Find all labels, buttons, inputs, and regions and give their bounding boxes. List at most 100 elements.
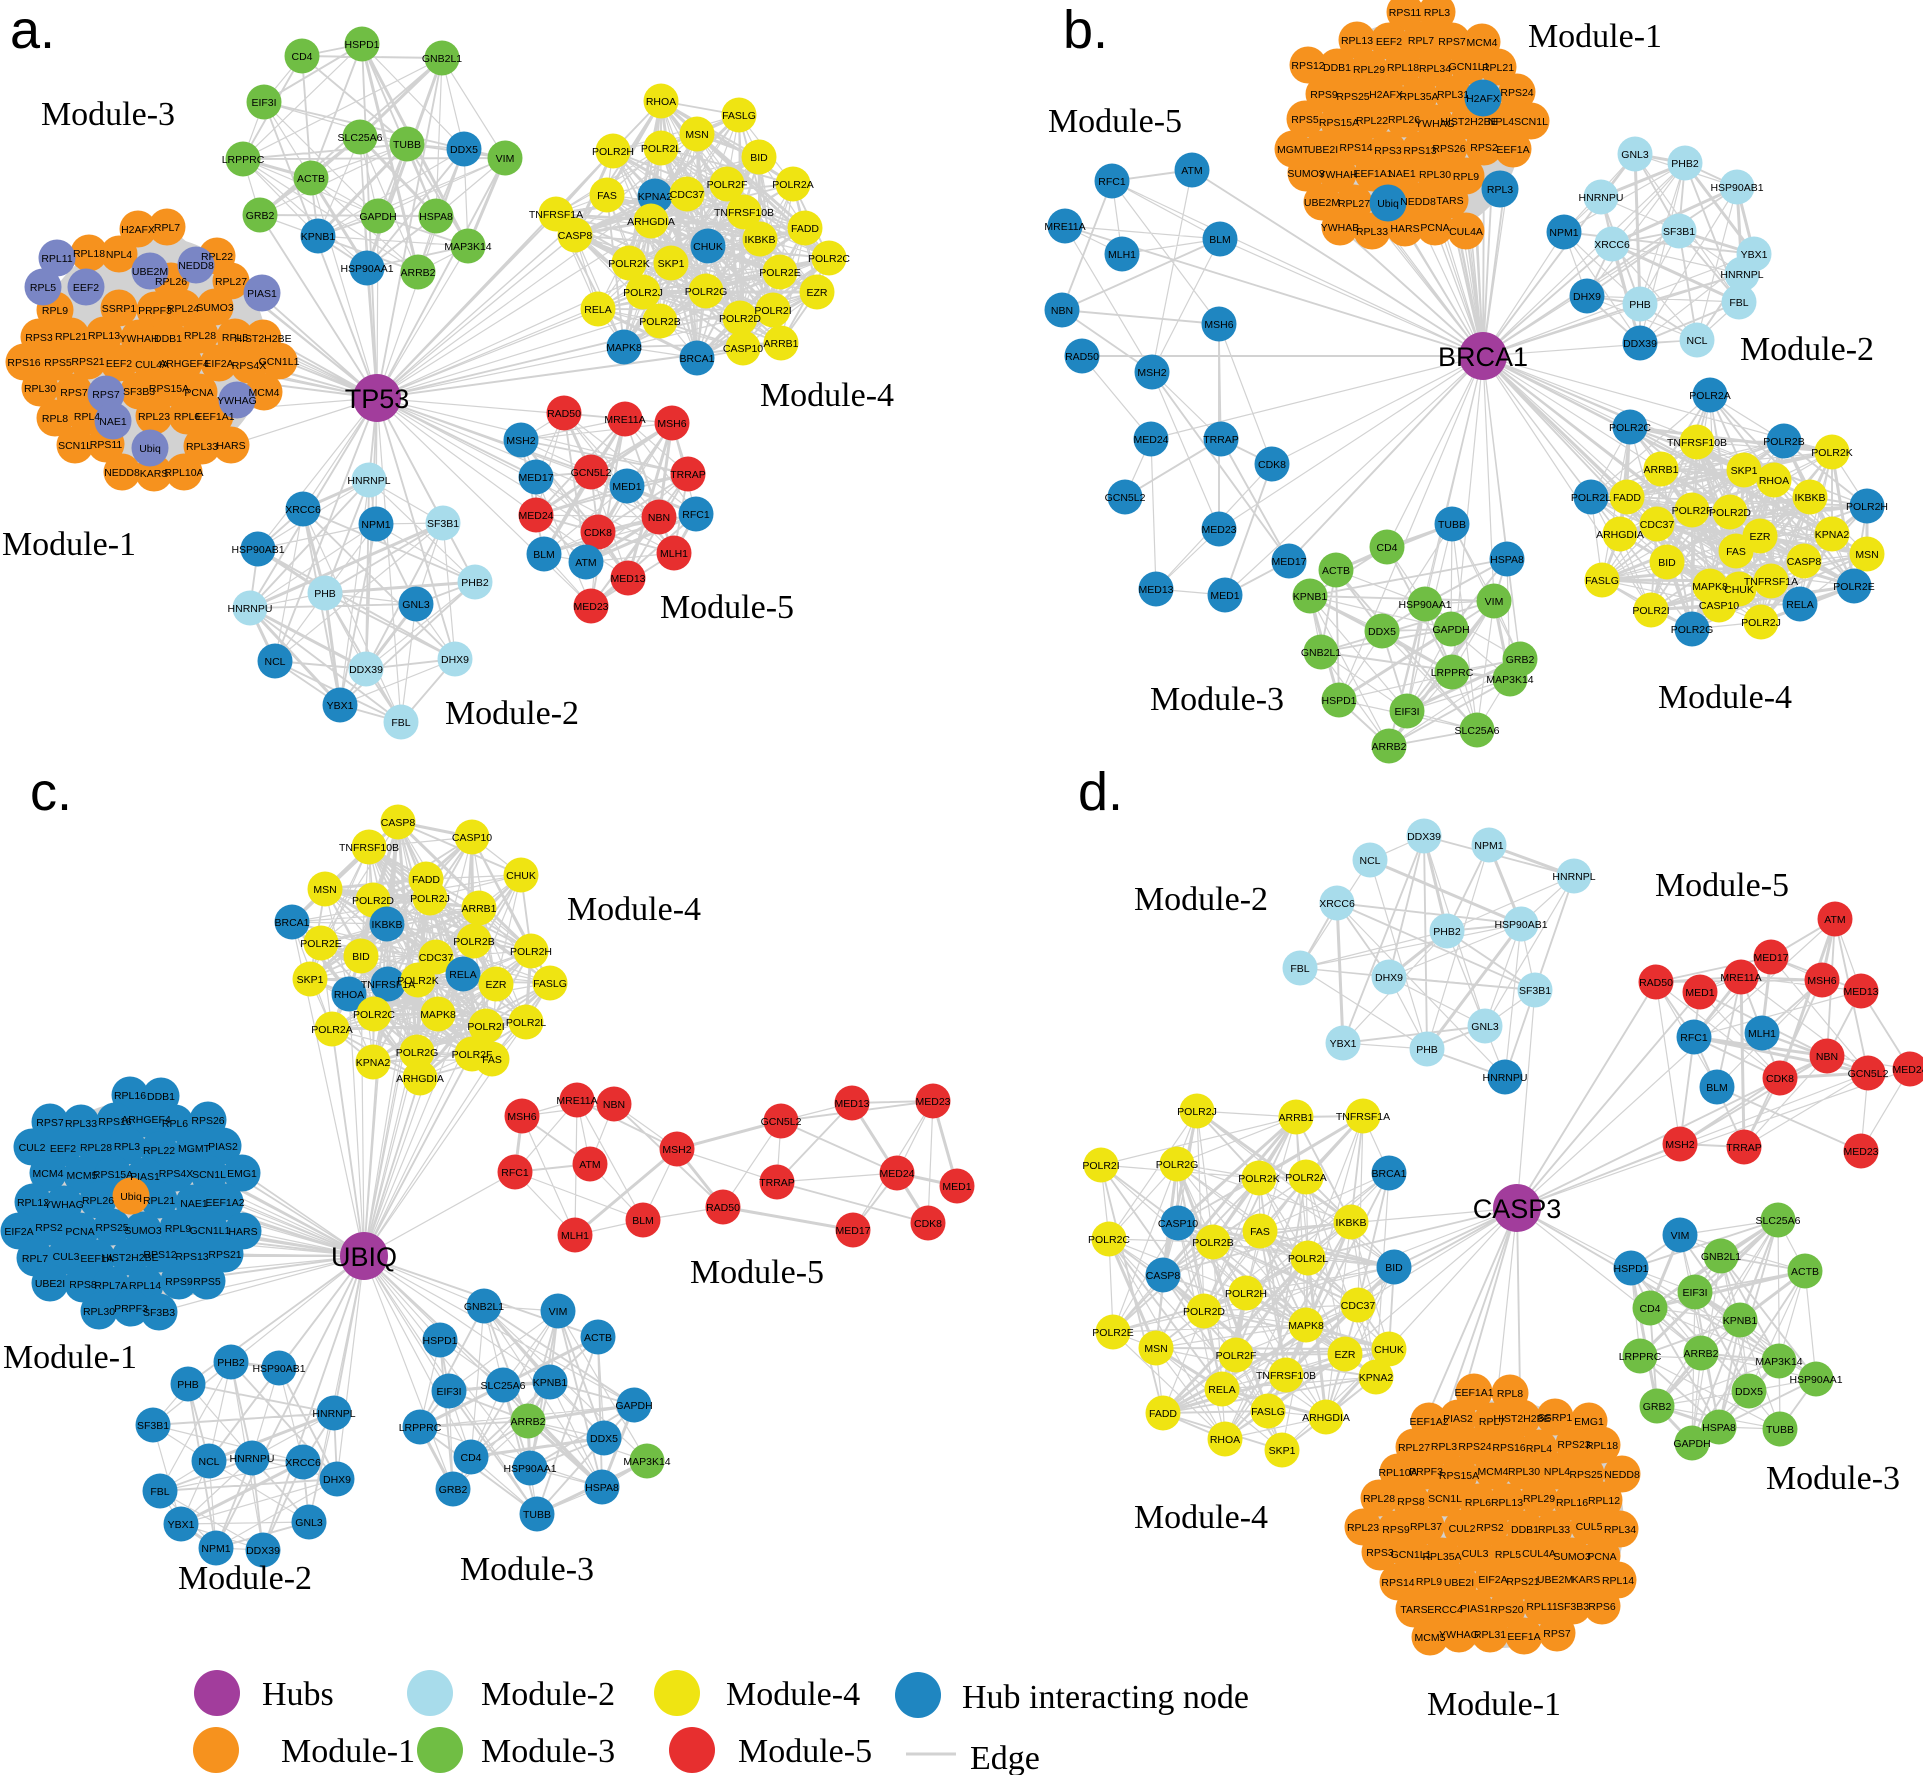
svg-text:EEF2: EEF2	[1376, 36, 1402, 48]
svg-text:RPS2: RPS2	[1470, 142, 1498, 154]
svg-text:EIF3I: EIF3I	[1682, 1287, 1707, 1299]
svg-text:ARHGDIA: ARHGDIA	[1302, 1412, 1350, 1424]
svg-text:RPL33: RPL33	[1356, 226, 1388, 238]
svg-text:FADD: FADD	[1149, 1408, 1177, 1420]
svg-text:MSH2: MSH2	[506, 435, 535, 447]
svg-text:HSPA8: HSPA8	[1490, 554, 1524, 566]
svg-text:CASP10: CASP10	[452, 832, 492, 844]
svg-text:HSPA8: HSPA8	[419, 211, 453, 223]
svg-text:MED1: MED1	[1685, 987, 1714, 999]
svg-text:PIAS1: PIAS1	[130, 1171, 160, 1183]
svg-text:DDX5: DDX5	[450, 144, 478, 156]
svg-text:POLR2G: POLR2G	[685, 286, 728, 298]
svg-text:RPL13: RPL13	[1341, 35, 1373, 47]
svg-text:TNFRSF10B: TNFRSF10B	[714, 207, 774, 219]
svg-text:ARHGDIA: ARHGDIA	[396, 1073, 444, 1085]
svg-text:RPL3: RPL3	[1424, 7, 1450, 19]
svg-text:Module-5: Module-5	[1655, 867, 1789, 904]
svg-text:EEF1A2: EEF1A2	[205, 1197, 244, 1209]
svg-text:DDB1: DDB1	[147, 1091, 175, 1103]
svg-text:KPNB1: KPNB1	[533, 1377, 568, 1389]
svg-text:GCN5L2: GCN5L2	[1105, 492, 1146, 504]
svg-text:POLR2J: POLR2J	[1741, 617, 1781, 629]
svg-text:PIAS1: PIAS1	[1460, 1603, 1490, 1615]
svg-text:DDX39: DDX39	[1623, 338, 1657, 350]
svg-text:MSN: MSN	[313, 884, 336, 896]
svg-text:HNRNPL: HNRNPL	[1552, 871, 1595, 883]
svg-text:Module-5: Module-5	[738, 1733, 872, 1770]
svg-text:DDB1: DDB1	[154, 333, 182, 345]
svg-text:FASLG: FASLG	[1585, 575, 1619, 587]
svg-text:POLR2F: POLR2F	[1216, 1350, 1257, 1362]
svg-text:HNRNPU: HNRNPU	[230, 1453, 275, 1465]
svg-text:SCN1L: SCN1L	[192, 1169, 226, 1181]
svg-text:RPL7: RPL7	[154, 222, 180, 234]
svg-text:RPS15A: RPS15A	[1319, 117, 1359, 129]
svg-text:Module-3: Module-3	[1766, 1460, 1900, 1497]
svg-text:TRRAP: TRRAP	[670, 469, 706, 481]
svg-text:CD4: CD4	[291, 51, 312, 63]
svg-text:YWHAG: YWHAG	[217, 395, 257, 407]
svg-text:HNRNPU: HNRNPU	[1483, 1072, 1528, 1084]
svg-text:NPM1: NPM1	[1474, 840, 1503, 852]
svg-text:UBE2M: UBE2M	[132, 266, 168, 278]
svg-text:KPNA2: KPNA2	[1359, 1372, 1394, 1384]
svg-text:HSP90AA1: HSP90AA1	[340, 263, 393, 275]
svg-text:MED23: MED23	[1201, 524, 1236, 536]
svg-text:POLR2L: POLR2L	[506, 1017, 546, 1029]
svg-text:NCL: NCL	[198, 1456, 219, 1468]
svg-text:POLR2K: POLR2K	[608, 258, 649, 270]
svg-text:DDX5: DDX5	[1735, 1386, 1763, 1398]
svg-text:NEDD8: NEDD8	[1604, 1469, 1640, 1481]
svg-text:POLR2H: POLR2H	[592, 146, 634, 158]
svg-text:MCM4: MCM4	[1467, 37, 1498, 49]
svg-text:MED13: MED13	[1843, 986, 1878, 998]
svg-text:POLR2J: POLR2J	[410, 893, 450, 905]
svg-text:RPL5: RPL5	[1495, 1549, 1521, 1561]
svg-text:GNB2L1: GNB2L1	[422, 53, 462, 65]
svg-text:TNFRSF1A: TNFRSF1A	[1336, 1111, 1390, 1123]
svg-text:HSP90AA1: HSP90AA1	[503, 1463, 556, 1475]
svg-text:FBL: FBL	[1729, 297, 1748, 309]
svg-text:EEF2: EEF2	[73, 282, 99, 294]
svg-text:FBL: FBL	[391, 717, 410, 729]
svg-text:RPL6: RPL6	[162, 1118, 188, 1130]
svg-text:POLR2L: POLR2L	[1571, 492, 1611, 504]
svg-text:KPNB1: KPNB1	[301, 231, 336, 243]
svg-text:MLH1: MLH1	[1748, 1028, 1776, 1040]
svg-text:CDC37: CDC37	[670, 189, 705, 201]
svg-text:RPL31: RPL31	[1437, 89, 1469, 101]
svg-text:RPS15A: RPS15A	[93, 1169, 133, 1181]
svg-text:MED17: MED17	[1753, 952, 1788, 964]
svg-text:YBX1: YBX1	[168, 1519, 195, 1531]
svg-text:CD4: CD4	[1639, 1303, 1660, 1315]
svg-text:RPS4X: RPS4X	[159, 1168, 193, 1180]
svg-text:RPL5: RPL5	[30, 282, 56, 294]
svg-text:BRCA1: BRCA1	[679, 353, 714, 365]
svg-text:KARS: KARS	[1572, 1574, 1601, 1586]
svg-text:RPL33: RPL33	[186, 441, 218, 453]
svg-text:YWHAH: YWHAH	[119, 333, 158, 345]
svg-text:DHX9: DHX9	[323, 1474, 351, 1486]
svg-text:POLR2B: POLR2B	[1763, 436, 1804, 448]
svg-text:MGMT: MGMT	[1277, 144, 1310, 156]
svg-text:POLR2C: POLR2C	[353, 1009, 395, 1021]
svg-text:CASP8: CASP8	[558, 230, 593, 242]
svg-text:NPL4: NPL4	[1544, 1466, 1570, 1478]
svg-text:BLM: BLM	[1209, 234, 1231, 246]
svg-text:a.: a.	[10, 0, 55, 60]
svg-text:SLC25A6: SLC25A6	[481, 1380, 526, 1392]
svg-text:ACTB: ACTB	[1791, 1266, 1819, 1278]
svg-text:POLR2B: POLR2B	[639, 316, 680, 328]
svg-text:RPL11: RPL11	[1526, 1601, 1557, 1613]
svg-text:CDK8: CDK8	[1258, 459, 1286, 471]
svg-text:DDX5: DDX5	[1368, 626, 1396, 638]
svg-text:FADD: FADD	[1613, 492, 1641, 504]
svg-text:MAP3K14: MAP3K14	[444, 241, 491, 253]
svg-text:BID: BID	[352, 951, 370, 963]
svg-text:BID: BID	[1658, 557, 1676, 569]
svg-text:RPS2: RPS2	[35, 1222, 63, 1234]
svg-text:BID: BID	[750, 152, 768, 164]
svg-text:RPL21: RPL21	[143, 1195, 175, 1207]
svg-text:DHX9: DHX9	[1375, 972, 1403, 984]
